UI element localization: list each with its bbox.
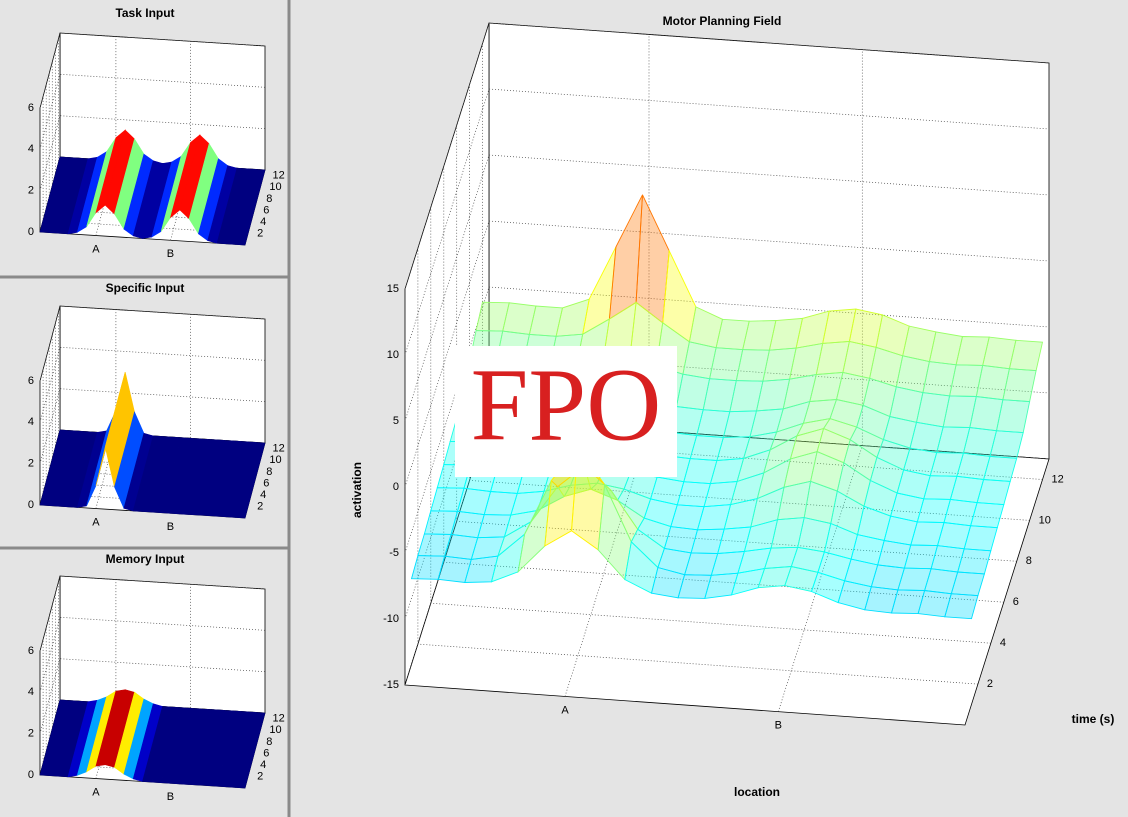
y-tick-label: 4 [260,759,266,771]
z-tick-label: -5 [389,547,399,559]
grid-line [48,616,255,754]
back-wall [59,32,266,171]
grid-line [42,639,249,777]
grid-line [58,38,264,177]
y-tick-label: 10 [269,454,281,466]
annotation: FPO [471,347,662,462]
z-tick-label: 2 [28,185,34,197]
y-axis-label: time (s) [1072,712,1115,726]
grid-line [45,357,252,496]
y-tick-label: 6 [1013,596,1019,608]
y-tick-label: 12 [272,713,284,725]
z-tick-label: 4 [28,686,34,698]
grid-line [51,61,258,200]
grid-line [58,311,264,450]
y-tick-label: 8 [266,193,272,205]
z-tick-label: 0 [393,481,399,493]
y-tick-label: 10 [269,724,281,736]
chart-title: Specific Input [106,281,185,295]
grid-line [469,84,1030,521]
y-tick-label: 12 [272,443,284,455]
grid-line [55,593,261,731]
grid-line [48,73,255,211]
chart-title: Memory Input [106,552,185,566]
z-tick-label: -15 [383,679,399,691]
z-tick-label: -10 [383,613,399,625]
x-tick-label: B [167,521,174,533]
y-tick-label: 12 [272,170,284,182]
y-tick-label: 8 [1026,555,1032,567]
y-tick-label: 2 [257,227,263,239]
grid-line [45,627,252,766]
x-tick-label: B [167,791,174,803]
grid-line [55,323,261,461]
z-tick-label: 0 [28,226,34,238]
grid-line [55,50,261,188]
z-tick-label: 2 [28,458,34,470]
y-tick-label: 10 [1039,514,1051,526]
x-tick-label: B [775,720,782,732]
x-tick-label: B [167,248,174,260]
grid-line [48,346,255,484]
back-wall [59,305,266,444]
x-tick-label: A [92,243,100,255]
grid-line [51,604,258,743]
back-wall [59,575,266,714]
y-tick-label: 6 [263,477,269,489]
grid-line [42,369,249,507]
grid-line [417,248,978,685]
z-tick-label: 6 [28,102,34,114]
y-tick-label: 12 [1052,473,1064,485]
y-tick-label: 8 [266,736,272,748]
z-tick-label: 4 [28,416,34,428]
surface-patch [235,712,266,789]
chart-title: Motor Planning Field [663,14,782,28]
mesh-patch [995,399,1031,434]
grid-line [42,96,249,234]
grid-line [51,334,258,473]
chart-title: Task Input [115,6,174,20]
y-tick-label: 8 [266,466,272,478]
z-tick-label: 4 [28,143,34,155]
grid-line [443,166,1004,603]
z-tick-label: 6 [28,375,34,387]
z-tick-label: 10 [387,349,399,361]
x-tick-label: A [92,786,100,798]
grid-line [456,125,1017,562]
y-tick-label: 4 [260,216,266,228]
x-tick-label: A [92,516,100,528]
y-tick-label: 10 [269,181,281,193]
y-tick-label: 2 [257,500,263,512]
z-tick-label: 2 [28,728,34,740]
x-tick-label: A [561,704,569,716]
y-tick-label: 6 [263,747,269,759]
surface-patch [235,442,266,519]
annotation-box [455,346,677,477]
z-tick-label: 0 [28,769,34,781]
y-tick-label: 2 [257,770,263,782]
surface-patch [235,169,266,246]
grid-line [45,84,252,223]
y-tick-label: 6 [263,204,269,216]
y-tick-label: 4 [260,489,266,501]
z-tick-label: 15 [387,283,399,295]
z-tick-label: 5 [393,415,399,427]
mesh-patch [970,502,1005,529]
mesh-patch [944,593,979,620]
grid-line [58,581,264,720]
y-tick-label: 4 [1000,637,1006,649]
x-axis-label: location [734,785,780,799]
z-axis-label: activation [350,462,364,518]
z-tick-label: 6 [28,645,34,657]
grid-line [430,207,991,644]
y-tick-label: 2 [987,678,993,690]
z-tick-label: 0 [28,499,34,511]
